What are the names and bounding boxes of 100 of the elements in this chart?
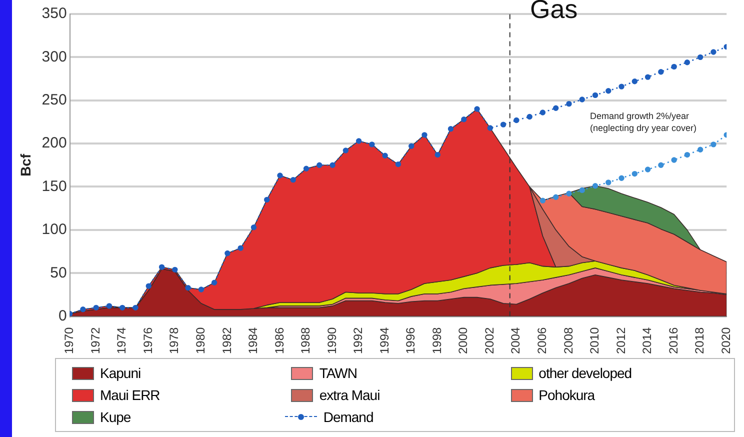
point	[552, 105, 559, 111]
x-tick-label: 2010	[588, 326, 602, 354]
point	[500, 122, 506, 128]
point	[158, 264, 165, 270]
point	[422, 132, 428, 138]
point	[658, 69, 664, 75]
x-tick-label: 2014	[640, 326, 654, 354]
x-tick-label: 2000	[456, 326, 470, 354]
legend-label: TAWN	[319, 365, 357, 381]
point	[710, 142, 716, 148]
x-tick-label: 2018	[692, 326, 707, 354]
point	[461, 116, 467, 122]
y-axis-title: Bcf	[17, 154, 34, 176]
legend-label: Demand	[323, 409, 374, 425]
point	[106, 303, 112, 309]
point	[632, 170, 638, 177]
point	[369, 142, 375, 148]
point	[579, 96, 585, 102]
point	[618, 84, 624, 90]
point	[592, 92, 598, 98]
point	[146, 283, 152, 289]
point	[526, 114, 532, 120]
point	[684, 152, 690, 158]
x-tick-label: 2004	[508, 326, 523, 354]
point	[710, 49, 716, 55]
annotation: Gas	[530, 0, 578, 25]
point	[395, 161, 402, 168]
point	[277, 172, 283, 178]
point	[408, 143, 414, 149]
point	[644, 74, 651, 80]
point	[606, 88, 612, 94]
x-tick-label: 1982	[220, 326, 234, 354]
x-tick-label: 1998	[430, 326, 444, 354]
x-tick-label: 1984	[246, 326, 260, 354]
x-tick-label: 2020	[718, 326, 733, 354]
x-tick-label: 1988	[298, 326, 313, 354]
point	[185, 284, 191, 291]
point	[290, 176, 296, 183]
point	[671, 157, 677, 163]
point	[238, 245, 244, 251]
legend-label: other developed	[538, 365, 632, 381]
annotation: Demand growth 2%/year (neglecting dry year cover)	[590, 110, 697, 134]
y-tick-label: 300	[42, 48, 67, 66]
point	[540, 198, 546, 204]
point	[671, 64, 677, 70]
y-tick-label: 200	[42, 134, 67, 152]
point	[566, 100, 572, 107]
point	[356, 138, 362, 144]
point	[93, 304, 99, 311]
point	[382, 152, 388, 158]
point	[632, 78, 638, 84]
point	[198, 286, 204, 292]
point	[540, 110, 546, 116]
point	[120, 304, 126, 311]
x-tick-label: 1994	[377, 326, 392, 354]
point	[80, 306, 86, 312]
point	[474, 106, 480, 112]
point	[132, 304, 138, 311]
y-tick-label: 100	[42, 221, 67, 238]
x-tick-label: 1986	[272, 326, 286, 354]
x-tick-label: 1992	[351, 326, 366, 354]
y-tick-label: 50	[50, 264, 67, 282]
point	[697, 146, 704, 152]
point	[434, 152, 440, 158]
point	[224, 250, 230, 256]
point	[264, 196, 270, 203]
legend-label: Kupe	[100, 409, 131, 425]
legend-label: Kapuni	[100, 365, 141, 381]
point	[579, 187, 585, 194]
point	[592, 183, 598, 189]
point	[250, 224, 257, 230]
x-tick-label: 2016	[666, 326, 680, 354]
point	[514, 117, 520, 124]
point	[172, 266, 178, 273]
point	[606, 180, 612, 186]
point	[487, 125, 494, 131]
point	[697, 54, 704, 60]
point	[618, 175, 624, 181]
x-tick-label: 1980	[193, 326, 208, 354]
x-tick-label: 1978	[167, 326, 182, 354]
x-tick-label: 1972	[88, 326, 102, 354]
x-tick-label: 2002	[482, 326, 496, 354]
x-tick-label: 1970	[62, 326, 76, 354]
x-tick-label: 1990	[324, 326, 339, 354]
y-tick-label: 150	[42, 178, 67, 195]
x-tick-label: 2006	[535, 326, 550, 354]
y-tick-label: 350	[42, 5, 67, 22]
y-tick-label: 0	[58, 307, 67, 324]
point	[552, 194, 559, 200]
point	[303, 166, 310, 172]
x-tick-label: 1976	[140, 326, 155, 354]
legend-label: Pohokura	[538, 387, 595, 403]
point	[448, 126, 454, 132]
legend-label: Maui ERR	[100, 387, 160, 403]
x-tick-label: 2008	[561, 326, 576, 354]
y-tick-label: 250	[42, 92, 67, 109]
x-tick-label: 2012	[614, 326, 628, 354]
point	[211, 280, 218, 286]
point	[644, 166, 651, 172]
x-tick-label: 1996	[404, 326, 418, 354]
